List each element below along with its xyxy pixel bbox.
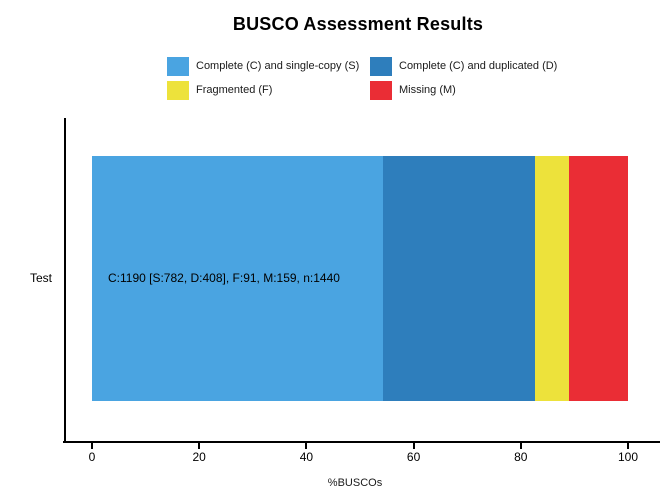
stacked-bar bbox=[92, 156, 628, 401]
x-tick-label: 80 bbox=[514, 450, 528, 464]
legend-swatch-complete-single-icon bbox=[167, 57, 189, 76]
y-tick-label-test: Test bbox=[29, 271, 52, 285]
x-tick-mark bbox=[627, 443, 629, 449]
bar-segment-2 bbox=[534, 156, 569, 401]
x-tick-mark bbox=[198, 443, 201, 449]
bar-annotation: C:1190 [S:782, D:408], F:91, M:159, n:14… bbox=[108, 271, 340, 285]
legend-label: Complete (C) and single-copy (S) bbox=[196, 60, 360, 72]
legend-label: Fragmented (F) bbox=[196, 84, 273, 96]
x-tick-mark bbox=[519, 443, 522, 449]
x-tick-mark bbox=[412, 443, 415, 449]
legend-item-complete-duplicated: Complete (C) and duplicated (D) bbox=[370, 57, 557, 76]
legend-swatch-missing-icon bbox=[370, 81, 392, 100]
bar-segment-3 bbox=[568, 156, 628, 401]
legend-item-complete-single: Complete (C) and single-copy (S) bbox=[167, 57, 359, 76]
legend-label: Missing (M) bbox=[399, 84, 456, 96]
x-tick-label: 0 bbox=[88, 450, 96, 464]
legend-label: Complete (C) and duplicated (D) bbox=[399, 60, 558, 72]
x-axis-spine bbox=[63, 441, 660, 443]
x-tick-label: 60 bbox=[406, 450, 421, 464]
bar-segment-0 bbox=[92, 156, 384, 401]
chart-title: BUSCO Assessment Results bbox=[232, 14, 484, 34]
legend-item-fragmented: Fragmented (F) bbox=[167, 81, 272, 100]
x-tick-label: 40 bbox=[299, 450, 314, 464]
x-tick-label: 100 bbox=[617, 450, 639, 464]
legend-swatch-complete-duplicated-icon bbox=[370, 57, 392, 76]
legend-swatch-fragmented-icon bbox=[167, 81, 189, 100]
y-axis-spine bbox=[64, 118, 66, 443]
legend-item-missing: Missing (M) bbox=[370, 81, 456, 100]
x-tick-mark bbox=[91, 443, 93, 449]
x-axis-title: %BUSCOs bbox=[327, 477, 383, 489]
x-tick-label: 20 bbox=[192, 450, 206, 464]
bar-segment-1 bbox=[383, 156, 535, 401]
x-tick-mark bbox=[305, 443, 308, 449]
